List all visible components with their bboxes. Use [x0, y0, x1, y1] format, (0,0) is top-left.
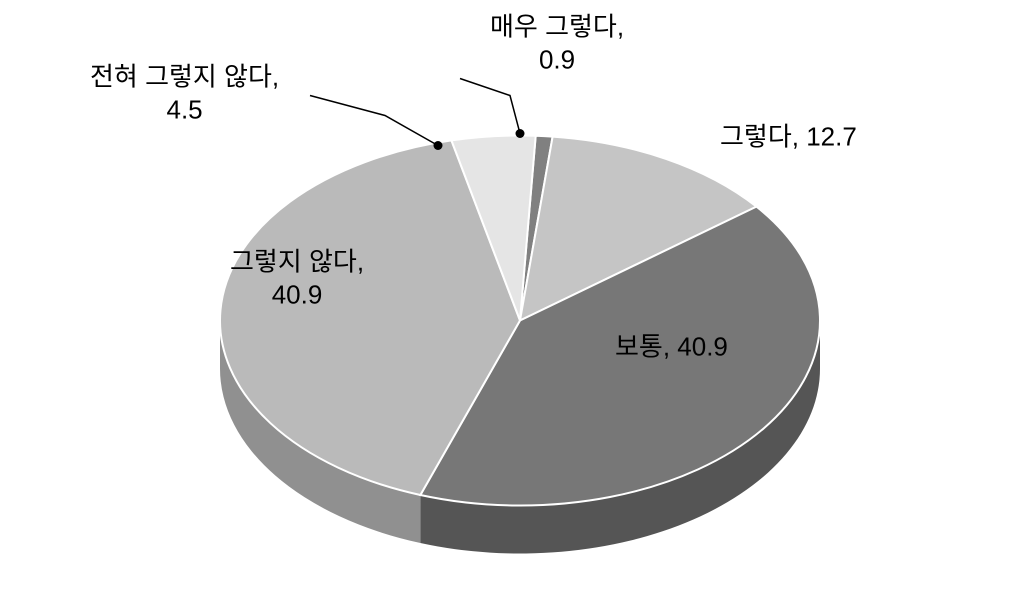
slice-label-2-line1: 보통, 40.9: [615, 331, 728, 361]
slice-label-1: 그렇다, 12.7: [720, 120, 857, 154]
slice-label-3-line2: 40.9: [272, 280, 323, 310]
slice-label-1-line1: 그렇다, 12.7: [720, 121, 857, 151]
slice-label-0-line2: 0.9: [539, 45, 575, 75]
pie-chart-3d: 매우 그렇다, 0.9 그렇다, 12.7 보통, 40.9 그렇지 않다, 4…: [0, 0, 1024, 599]
slice-label-3: 그렇지 않다, 40.9: [230, 245, 364, 313]
slice-label-4: 전혀 그렇지 않다, 4.5: [90, 60, 279, 128]
slice-label-0: 매우 그렇다, 0.9: [490, 10, 624, 78]
slice-label-2: 보통, 40.9: [615, 330, 728, 364]
slice-label-4-line2: 4.5: [166, 95, 202, 125]
slice-label-3-line1: 그렇지 않다,: [230, 246, 364, 276]
slice-label-4-line1: 전혀 그렇지 않다,: [90, 61, 279, 91]
slice-label-0-line1: 매우 그렇다,: [490, 11, 624, 41]
